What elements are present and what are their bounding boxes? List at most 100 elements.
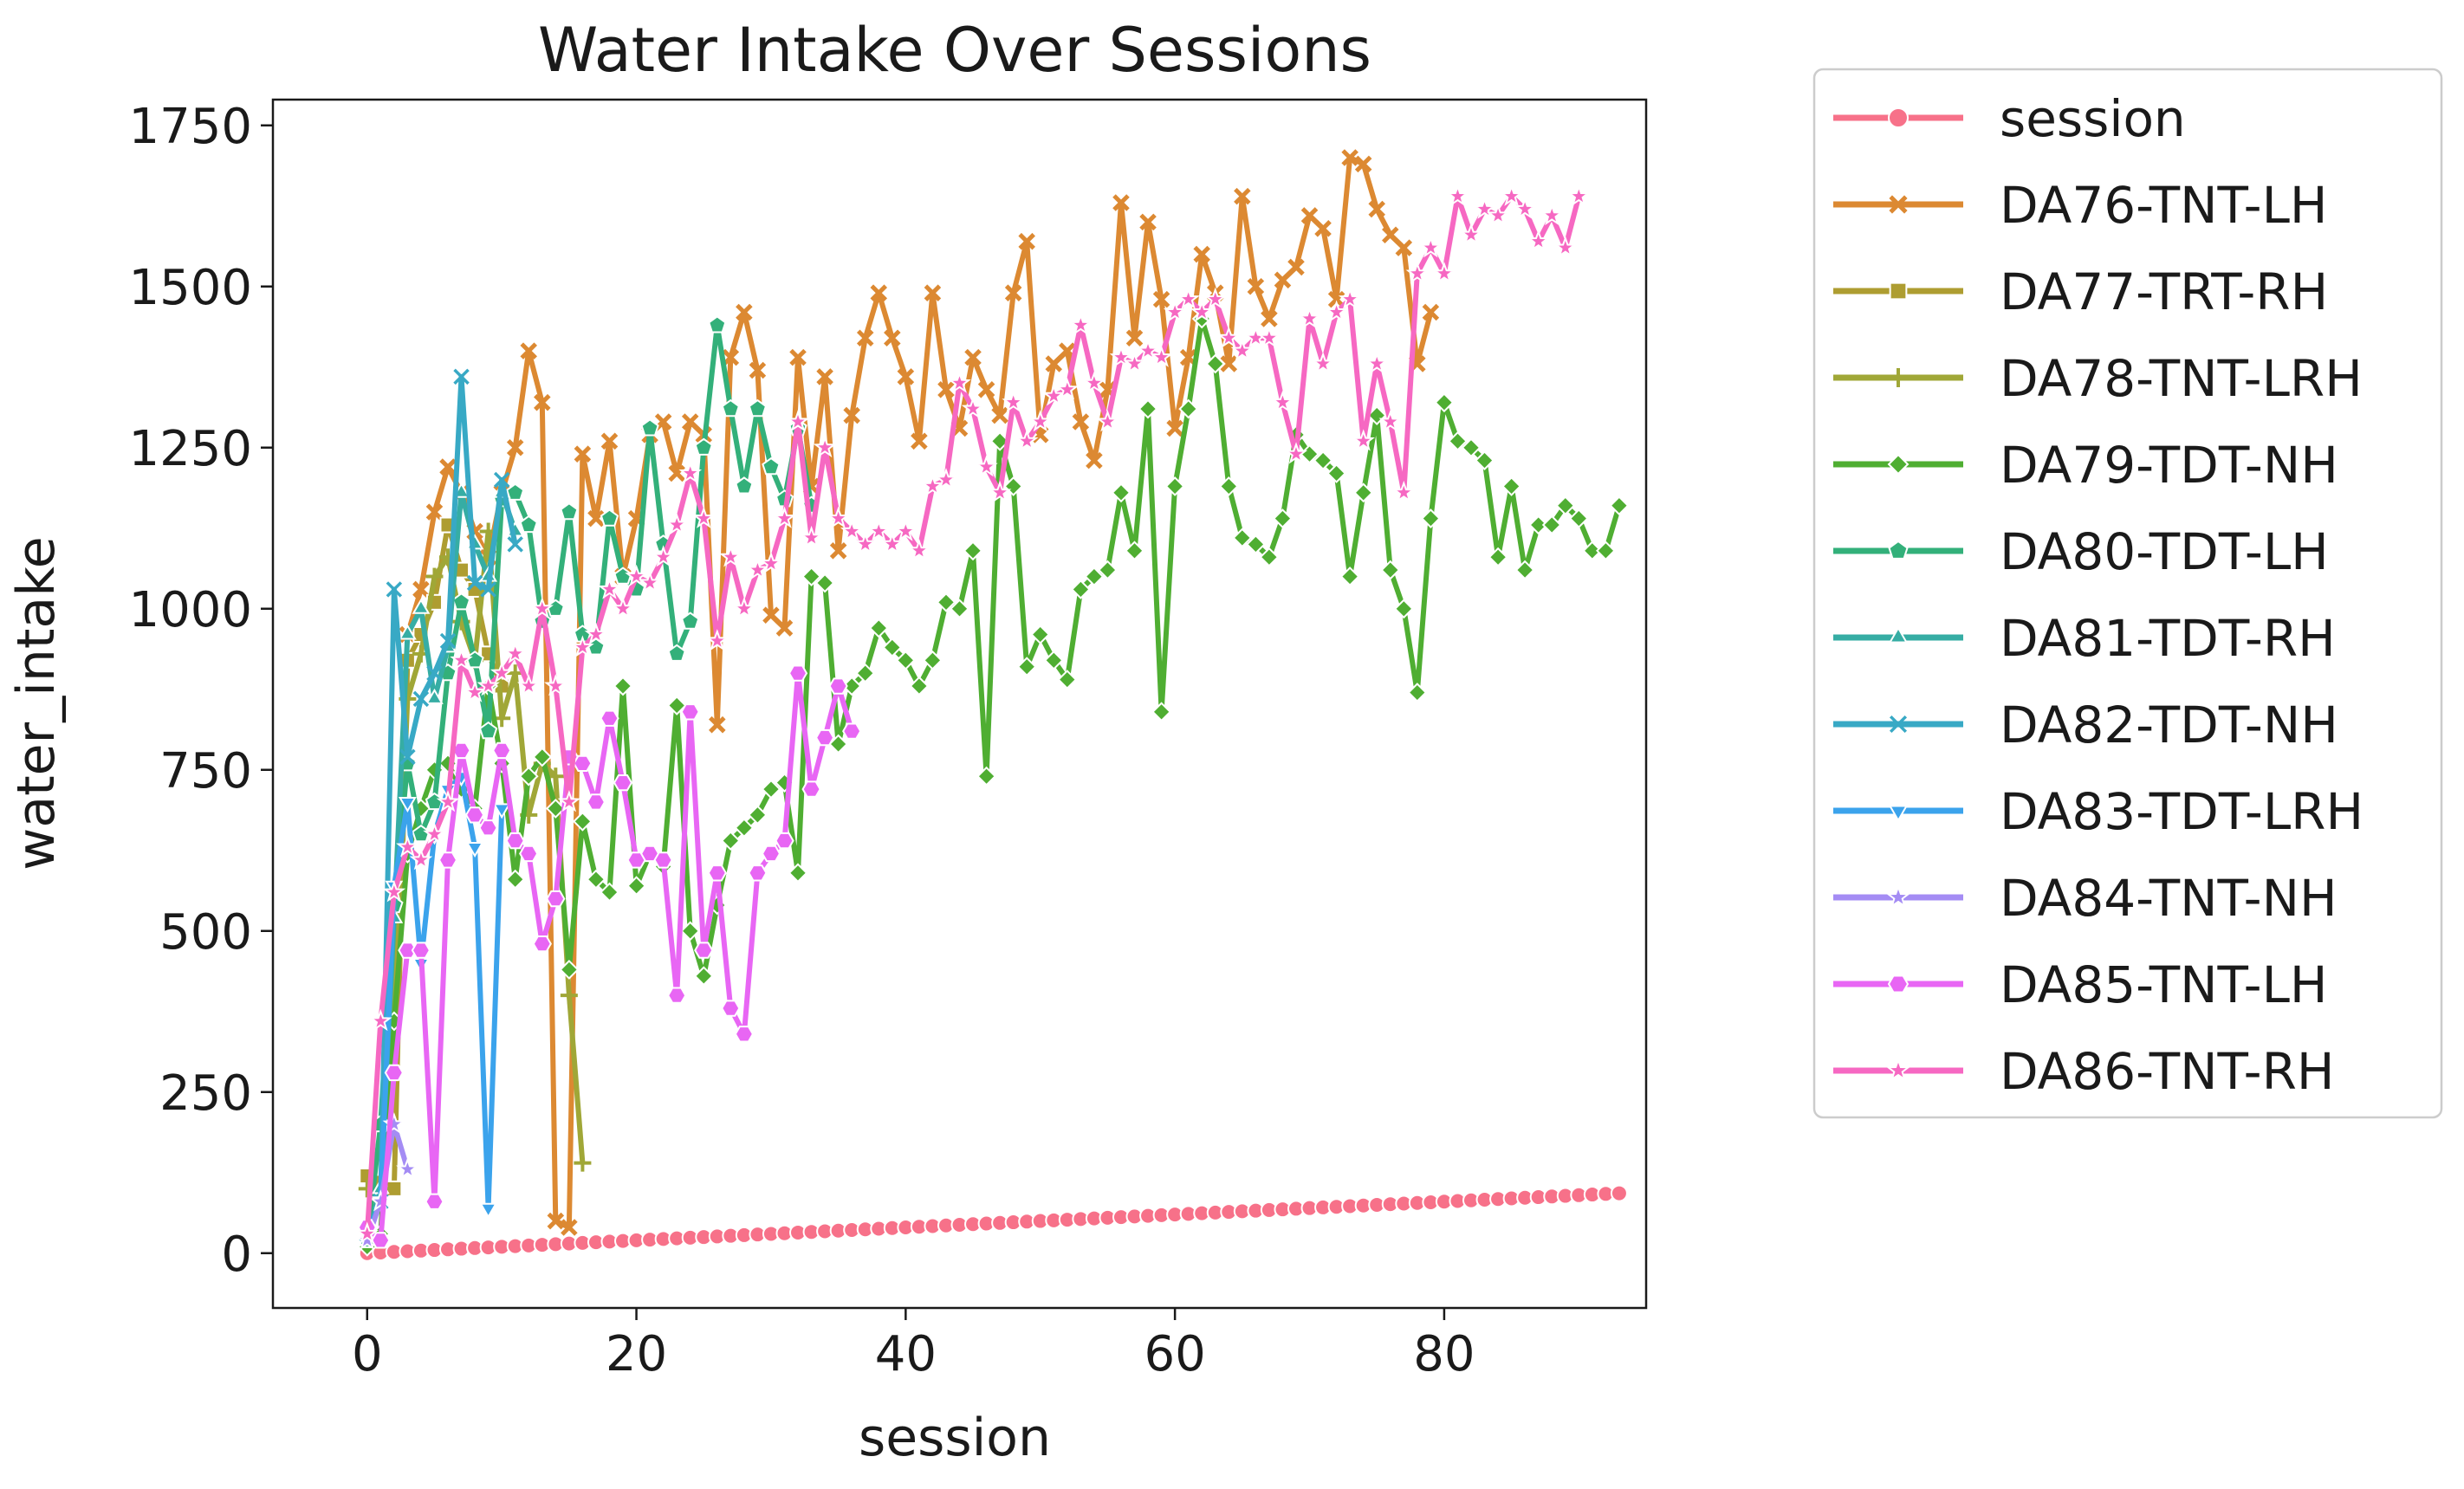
data-point xyxy=(961,397,985,419)
legend-frame xyxy=(1812,68,2443,1119)
data-point xyxy=(694,942,714,959)
data-point xyxy=(1230,339,1255,361)
data-point xyxy=(1271,390,1294,413)
data-point xyxy=(761,845,781,863)
legend-marker xyxy=(1889,715,1908,734)
data-point xyxy=(1338,287,1362,309)
data-point xyxy=(560,502,579,521)
x-tick-label: 0 xyxy=(352,1326,383,1382)
data-point xyxy=(1448,431,1468,451)
data-point xyxy=(1368,200,1385,218)
data-point xyxy=(1057,670,1078,690)
data-point xyxy=(598,577,621,599)
series-da76-tnt-lh xyxy=(399,149,1440,1236)
data-point xyxy=(1166,419,1183,437)
data-point xyxy=(748,398,768,418)
data-point xyxy=(1287,258,1305,276)
data-point xyxy=(1393,599,1414,619)
data-point xyxy=(1123,352,1146,374)
data-point xyxy=(1459,223,1483,245)
data-point xyxy=(1245,534,1266,554)
data-point xyxy=(1407,683,1428,702)
data-point xyxy=(1365,352,1389,374)
data-point xyxy=(1555,495,1576,516)
data-point xyxy=(505,832,525,850)
legend-marker xyxy=(1887,974,1910,994)
data-point xyxy=(895,650,916,670)
data-point xyxy=(369,1189,392,1212)
data-point xyxy=(1298,307,1321,329)
data-point xyxy=(732,596,756,619)
data-point xyxy=(490,661,514,683)
data-point xyxy=(1381,226,1399,244)
data-point xyxy=(788,664,808,682)
data-point xyxy=(439,632,457,650)
data-point xyxy=(532,935,552,953)
data-point xyxy=(882,637,903,657)
data-point xyxy=(773,506,796,528)
data-point xyxy=(678,461,703,483)
legend-label: session xyxy=(2000,89,2186,148)
data-point xyxy=(479,1202,498,1219)
x-tick-label: 80 xyxy=(1413,1326,1475,1382)
data-point xyxy=(546,890,566,908)
y-tick-label: 750 xyxy=(159,743,252,800)
data-point xyxy=(571,635,594,657)
data-point xyxy=(828,734,849,754)
data-point xyxy=(1043,650,1064,670)
data-point xyxy=(1178,398,1199,419)
data-point xyxy=(532,747,553,767)
legend-label: DA81-TDT-RH xyxy=(2000,609,2336,668)
data-point xyxy=(1136,339,1160,361)
data-point xyxy=(600,508,619,527)
data-point xyxy=(964,348,982,366)
data-point xyxy=(1109,345,1133,367)
data-point xyxy=(600,432,619,450)
legend-item: session xyxy=(1833,89,2186,148)
y-tick-label: 250 xyxy=(159,1065,252,1122)
data-point xyxy=(1247,277,1265,295)
data-point xyxy=(1313,450,1333,471)
data-point xyxy=(748,864,768,882)
series-line xyxy=(365,316,1622,1249)
data-point xyxy=(626,851,646,869)
data-point xyxy=(1030,625,1051,644)
data-point xyxy=(721,1000,741,1017)
data-point xyxy=(1354,155,1372,173)
data-point xyxy=(492,803,511,819)
data-point xyxy=(936,592,956,612)
data-point xyxy=(909,676,930,696)
data-point xyxy=(1327,290,1345,308)
data-point xyxy=(801,566,822,587)
data-point xyxy=(667,987,687,1004)
data-point xyxy=(409,847,433,871)
data-point xyxy=(894,519,918,541)
data-point xyxy=(1203,287,1228,309)
y-axis: 0 250 500 750 1000 1250 1500 1750 xyxy=(128,99,273,1283)
data-point xyxy=(1488,547,1508,567)
data-point xyxy=(1055,377,1080,400)
data-point xyxy=(518,766,539,787)
data-point xyxy=(667,644,686,662)
data-point xyxy=(1018,232,1035,250)
data-point xyxy=(1002,390,1025,413)
data-point xyxy=(1070,579,1091,599)
data-point xyxy=(559,959,580,980)
data-point xyxy=(977,381,995,398)
data-point xyxy=(1419,236,1443,258)
data-point xyxy=(425,567,444,586)
data-point xyxy=(762,606,780,624)
data-point xyxy=(1314,220,1332,237)
data-point xyxy=(639,845,660,863)
x-tick-label: 40 xyxy=(875,1326,937,1382)
legend-item: DA79-TDT-NH xyxy=(1833,436,2338,495)
data-point xyxy=(423,822,446,845)
data-point xyxy=(574,1154,592,1172)
plot-frame xyxy=(271,98,1648,1310)
data-point xyxy=(867,519,891,541)
data-point xyxy=(813,435,837,458)
data-point xyxy=(1541,515,1562,535)
data-point xyxy=(355,1221,379,1244)
data-point xyxy=(626,876,647,897)
data-point xyxy=(1391,480,1416,503)
